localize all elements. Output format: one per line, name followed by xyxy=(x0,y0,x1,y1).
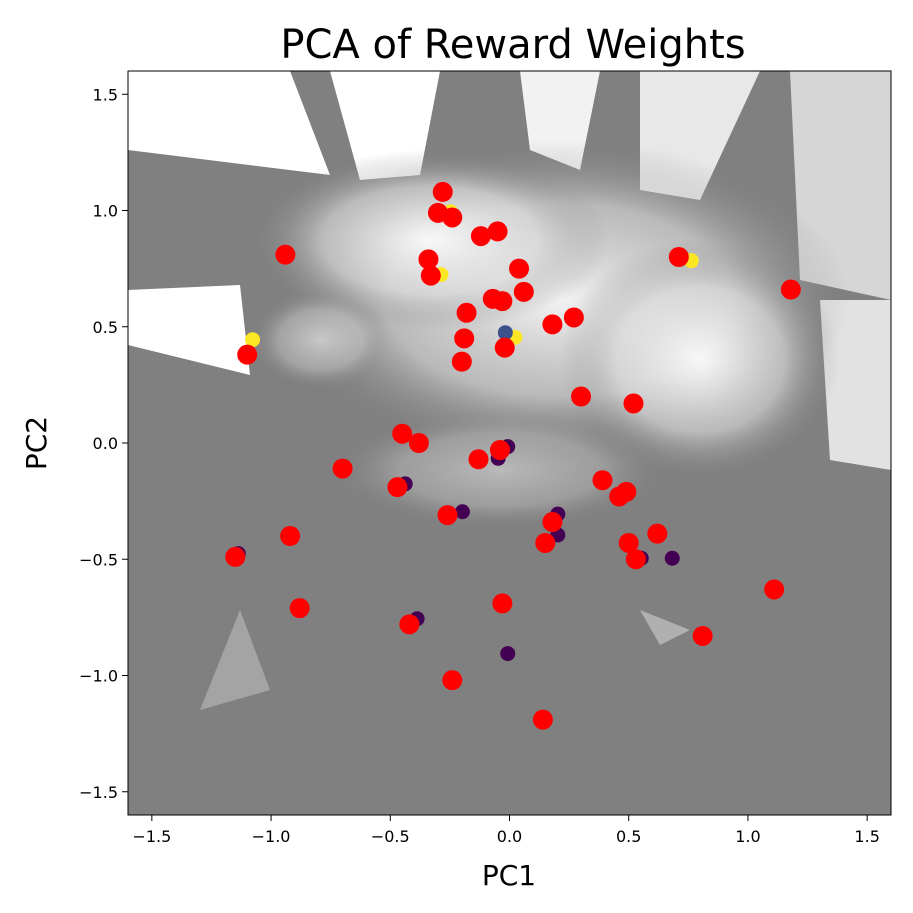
y-tick-label: −1.5 xyxy=(79,783,118,802)
red-scatter-point xyxy=(618,532,639,553)
red-scatter-point xyxy=(623,393,644,414)
x-tick-label: 0.5 xyxy=(616,827,641,846)
surface-wedge xyxy=(128,285,250,375)
underlying-scatter-point xyxy=(497,325,513,341)
y-axis-ticks: −1.5 −1.0 −0.5 0.0 0.5 1.0 1.5 xyxy=(79,85,128,802)
red-scatter-point xyxy=(237,344,258,365)
red-scatter-point xyxy=(470,226,491,247)
red-scatter-point xyxy=(468,449,489,470)
y-tick-label: 1.5 xyxy=(93,85,118,104)
y-tick-label: 1.0 xyxy=(93,202,118,221)
red-scatter-point xyxy=(418,249,439,270)
surface-wedge xyxy=(128,71,330,175)
red-scatter-point xyxy=(609,486,630,507)
x-axis-label: PC1 xyxy=(482,859,536,892)
scatter-points xyxy=(225,181,801,730)
red-scatter-point xyxy=(532,709,553,730)
y-tick-label: −1.0 xyxy=(79,667,118,686)
plot-area xyxy=(128,71,891,815)
x-tick-label: 1.0 xyxy=(735,827,760,846)
surface-wedge xyxy=(640,610,690,645)
red-scatter-point xyxy=(489,439,510,460)
red-scatter-point xyxy=(492,291,513,312)
x-tick-label: −1.0 xyxy=(252,827,291,846)
red-scatter-point xyxy=(542,512,563,533)
x-tick-label: 1.5 xyxy=(854,827,879,846)
chart-title: PCA of Reward Weights xyxy=(280,22,745,68)
y-tick-label: 0.5 xyxy=(93,318,118,337)
x-tick-label: −0.5 xyxy=(371,827,410,846)
red-scatter-point xyxy=(668,247,689,267)
surface-blob xyxy=(560,240,840,480)
surface-blob xyxy=(250,290,390,390)
red-scatter-point xyxy=(563,307,584,328)
underlying-scatter-point xyxy=(500,646,516,662)
red-scatter-point xyxy=(399,614,420,635)
red-scatter-point xyxy=(432,181,453,202)
underlying-scatter-point xyxy=(664,550,680,566)
red-scatter-point xyxy=(392,423,413,444)
surface-blob xyxy=(330,410,670,530)
surface-wedge xyxy=(200,610,270,710)
red-scatter-point xyxy=(492,593,513,614)
red-scatter-point xyxy=(509,258,530,279)
red-scatter-point xyxy=(692,625,713,646)
y-axis-label: PC2 xyxy=(20,416,53,470)
red-scatter-point xyxy=(542,314,563,335)
red-scatter-point xyxy=(442,207,463,228)
red-scatter-point xyxy=(456,302,477,323)
x-tick-label: 0.0 xyxy=(497,827,522,846)
underlying-scatter-point xyxy=(454,504,470,520)
red-scatter-point xyxy=(494,337,515,358)
red-scatter-point xyxy=(625,549,646,570)
red-scatter-point xyxy=(647,523,668,544)
red-scatter-point xyxy=(780,279,801,300)
y-tick-label: −0.5 xyxy=(79,550,118,569)
underlying-scatter-point xyxy=(245,332,261,348)
red-scatter-point xyxy=(437,505,458,526)
y-tick-label: 0.0 xyxy=(93,434,118,453)
red-scatter-point xyxy=(454,328,475,349)
red-scatter-point xyxy=(451,351,472,372)
red-scatter-point xyxy=(332,458,353,479)
x-tick-label: −1.5 xyxy=(132,827,171,846)
red-scatter-point xyxy=(487,221,508,242)
red-scatter-point xyxy=(275,244,296,265)
red-scatter-point xyxy=(764,579,785,600)
x-axis-ticks: −1.5 −1.0 −0.5 0.0 0.5 1.0 1.5 xyxy=(132,815,880,846)
red-scatter-point xyxy=(225,546,246,567)
red-scatter-point xyxy=(280,526,301,546)
red-scatter-point xyxy=(408,433,429,453)
red-scatter-point xyxy=(420,265,441,286)
red-scatter-point xyxy=(535,532,556,553)
red-scatter-point xyxy=(592,470,613,491)
red-scatter-point xyxy=(442,670,463,691)
red-scatter-point xyxy=(387,477,408,498)
red-scatter-point xyxy=(513,281,534,302)
red-scatter-point xyxy=(571,386,592,407)
red-scatter-point xyxy=(289,598,310,619)
